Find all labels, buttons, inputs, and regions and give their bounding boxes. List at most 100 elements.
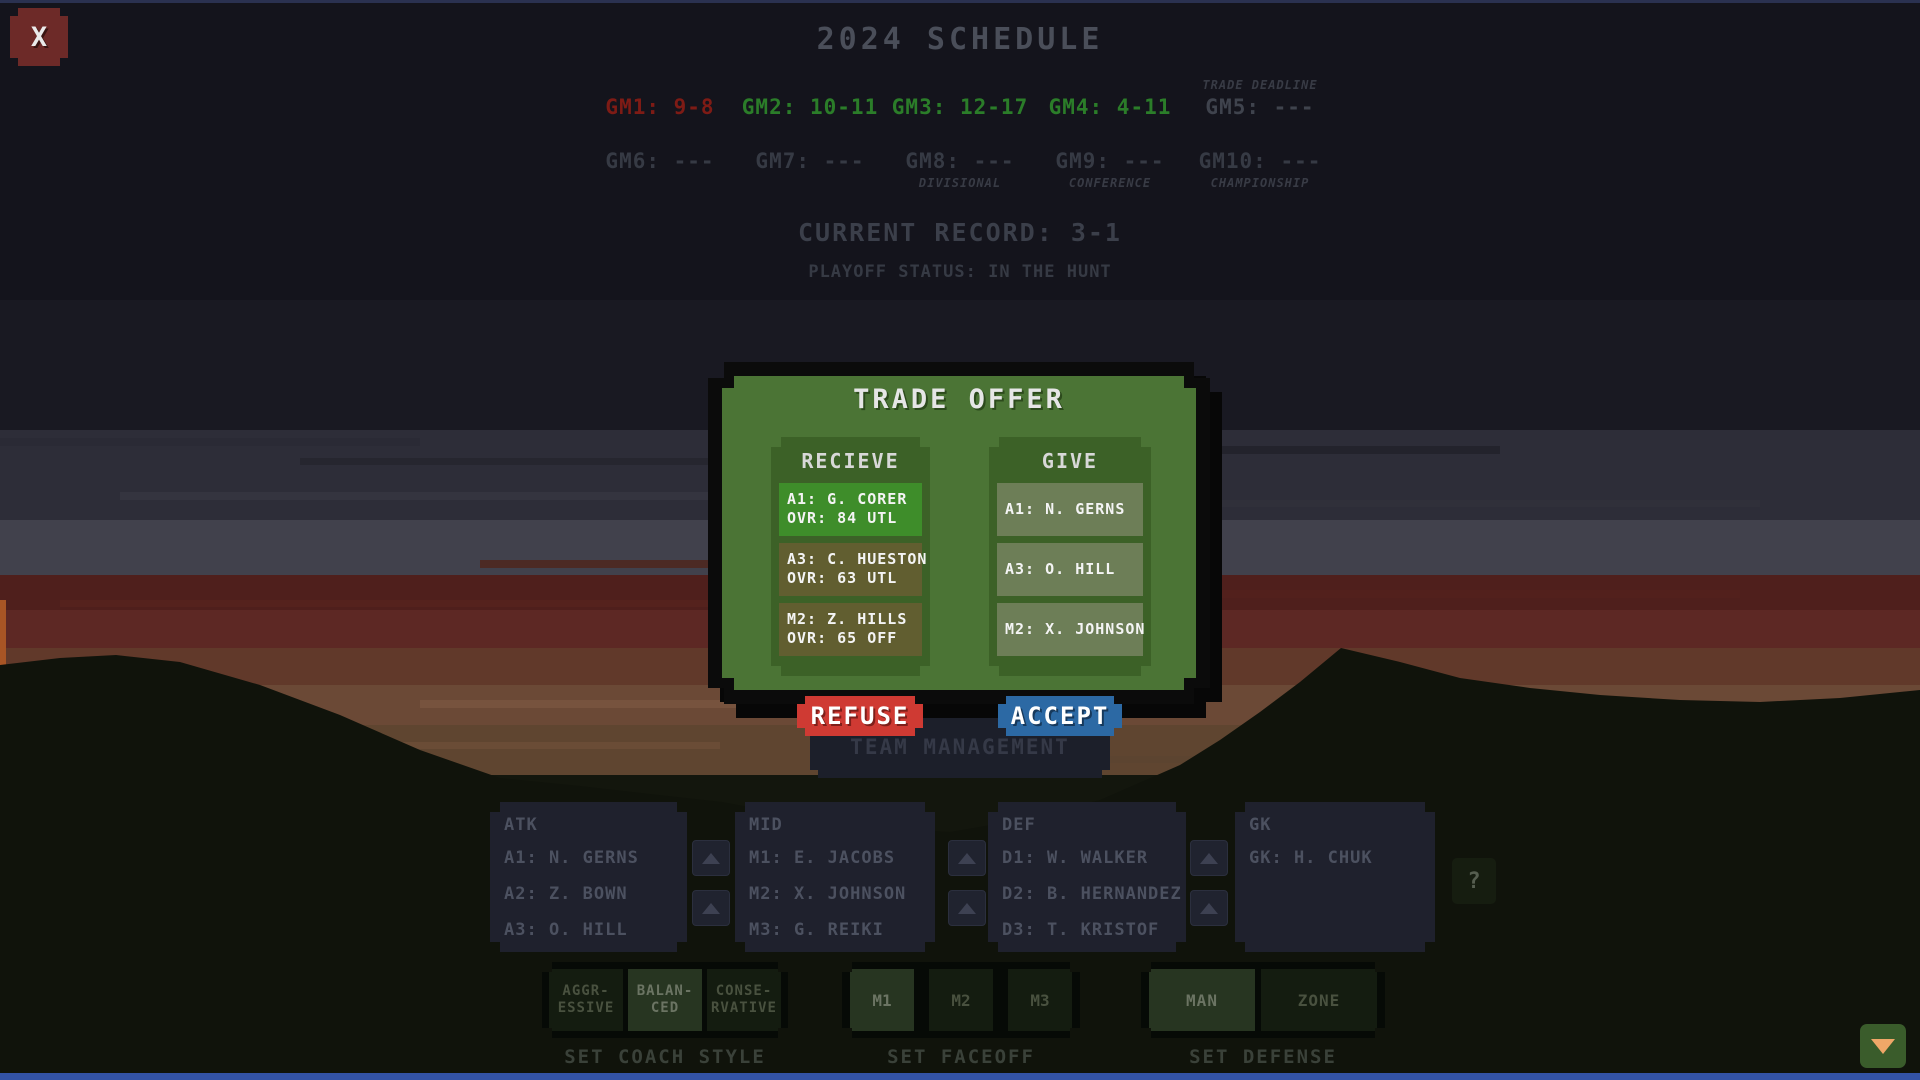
give-player-card: A1: N. GERNS	[997, 483, 1143, 536]
up-arrow-icon	[1200, 902, 1218, 914]
roster-player: M2: X. JOHNSON	[749, 884, 907, 904]
roster-panel-gk: GK GK: H. CHUK	[1235, 802, 1435, 952]
modal-title: TRADE OFFER	[853, 384, 1065, 415]
roster-player: M1: E. JACOBS	[749, 848, 896, 868]
receive-player-card: A3: C. HUESTON OVR: 63 UTL	[779, 543, 922, 596]
faceoff-option-m1[interactable]: M1	[850, 969, 914, 1031]
set-faceoff-label: SET FACEOFF	[887, 1046, 1035, 1068]
cloud-streak	[120, 492, 880, 500]
receive-column: RECIEVE A1: G. CORER OVR: 84 UTL A3: C. …	[771, 437, 930, 676]
roster-panel-atk: ATK A1: N. GERNS A2: Z. BOWN A3: O. HILL	[490, 802, 687, 952]
cloud-streak	[0, 438, 420, 446]
swap-up-button[interactable]	[948, 840, 986, 876]
accept-button[interactable]: ACCEPT	[998, 696, 1122, 736]
refuse-button[interactable]: REFUSE	[797, 696, 923, 736]
game-note	[585, 76, 735, 94]
roster-panel-mid: MID M1: E. JACOBS M2: X. JOHNSON M3: G. …	[735, 802, 935, 952]
receive-player-card: A1: G. CORER OVR: 84 UTL	[779, 483, 922, 536]
down-arrow-icon	[1871, 1038, 1895, 1054]
set-defense-label: SET DEFENSE	[1189, 1046, 1337, 1068]
player-name: M2: X. JOHNSON	[1005, 620, 1146, 638]
coach-style-group: AGGR- ESSIVE BALAN- CED CONSE- RVATIVE	[542, 962, 788, 1038]
faceoff-option-m2[interactable]: M2	[929, 969, 993, 1031]
divisional-note: DIVISIONAL	[918, 176, 1002, 190]
swap-up-button[interactable]	[692, 890, 730, 926]
game-note	[585, 174, 735, 192]
give-column: GIVE A1: N. GERNS A3: O. HILL M2: X. JOH…	[989, 437, 1151, 676]
player-rating: OVR: 65 OFF	[787, 629, 898, 647]
game-result-gm8: GM8: --- DIVISIONAL	[885, 148, 1035, 192]
game-result-gm9: GM9: --- CONFERENCE	[1035, 148, 1185, 192]
game-note	[885, 76, 1035, 94]
cloud-streak	[980, 446, 1500, 454]
schedule-row-1: GM1: 9-8 GM2: 10-11 GM3: 12-17 GM4: 4-11…	[585, 76, 1335, 120]
sunset-glow	[0, 600, 6, 690]
faceoff-option-m3[interactable]: M3	[1008, 969, 1072, 1031]
game-result-gm3: GM3: 12-17	[885, 76, 1035, 120]
swap-up-button[interactable]	[1190, 890, 1228, 926]
trade-offer-modal: TRADE OFFER RECIEVE A1: G. CORER OVR: 84…	[708, 362, 1220, 742]
roster-header: ATK	[504, 815, 538, 835]
game-result-label: GM9: ---	[1055, 149, 1165, 173]
roster-header: GK	[1249, 815, 1272, 835]
game-result-label: GM5: ---	[1205, 95, 1315, 119]
schedule-title: 2024 SCHEDULE	[816, 22, 1104, 57]
player-name: M2: Z. HILLS	[787, 610, 908, 628]
swap-up-button[interactable]	[1190, 840, 1228, 876]
player-name: A1: G. CORER	[787, 490, 908, 508]
help-button[interactable]: ?	[1452, 858, 1496, 904]
roster-player: M3: G. REIKI	[749, 920, 884, 940]
game-note	[1035, 76, 1185, 94]
playoff-status: PLAYOFF STATUS: IN THE HUNT	[808, 262, 1112, 282]
trade-deadline-note: TRADE DEADLINE	[1202, 78, 1318, 92]
receive-player-card: M2: Z. HILLS OVR: 65 OFF	[779, 603, 922, 656]
cloud-streak	[1120, 500, 1760, 507]
close-button[interactable]: X	[10, 8, 68, 66]
coach-option-conservative[interactable]: CONSE- RVATIVE	[707, 969, 781, 1031]
swap-up-button[interactable]	[948, 890, 986, 926]
player-rating: OVR: 84 UTL	[787, 509, 898, 527]
schedule-row-2: GM6: --- GM7: --- GM8: --- DIVISIONAL GM…	[585, 148, 1335, 192]
game-note	[735, 76, 885, 94]
roster-header: MID	[749, 815, 783, 835]
coach-option-balanced[interactable]: BALAN- CED	[628, 969, 702, 1031]
cloud-streak	[1040, 590, 1740, 598]
game-result-label: GM4: 4-11	[1048, 95, 1172, 119]
game-result-label: GM3: 12-17	[891, 95, 1029, 119]
game-result-label: GM6: ---	[605, 149, 715, 173]
up-arrow-icon	[702, 902, 720, 914]
roster-player: A1: N. GERNS	[504, 848, 639, 868]
faceoff-group: M1 M2 M3	[842, 962, 1080, 1038]
coach-option-aggressive[interactable]: AGGR- ESSIVE	[549, 969, 623, 1031]
set-coach-style-label: SET COACH STYLE	[564, 1046, 766, 1068]
swap-up-button[interactable]	[692, 840, 730, 876]
game-result-gm2: GM2: 10-11	[735, 76, 885, 120]
game-result-label: GM10: ---	[1198, 149, 1322, 173]
defense-option-man[interactable]: MAN	[1149, 969, 1255, 1031]
game-result-gm5: TRADE DEADLINE GM5: ---	[1185, 76, 1335, 120]
current-record: CURRENT RECORD: 3-1	[798, 218, 1122, 247]
roster-player: D3: T. KRISTOF	[1002, 920, 1160, 940]
championship-note: CHAMPIONSHIP	[1210, 176, 1310, 190]
roster-header: DEF	[1002, 815, 1036, 835]
defense-group: MAN ZONE	[1141, 962, 1385, 1038]
roster-player: A3: O. HILL	[504, 920, 628, 940]
conference-note: CONFERENCE	[1068, 176, 1152, 190]
game-result-gm1: GM1: 9-8	[585, 76, 735, 120]
roster-player: A2: Z. BOWN	[504, 884, 628, 904]
game-result-gm6: GM6: ---	[585, 148, 735, 192]
give-player-card: M2: X. JOHNSON	[997, 603, 1143, 656]
defense-option-zone[interactable]: ZONE	[1261, 969, 1377, 1031]
player-rating: OVR: 63 UTL	[787, 569, 898, 587]
top-edge	[0, 0, 1920, 3]
roster-panel-def: DEF D1: W. WALKER D2: B. HERNANDEZ D3: T…	[988, 802, 1186, 952]
give-player-card: A3: O. HILL	[997, 543, 1143, 596]
up-arrow-icon	[1200, 852, 1218, 864]
give-header: GIVE	[1041, 449, 1099, 473]
game-note	[735, 174, 885, 192]
game-result-gm10: GM10: --- CHAMPIONSHIP	[1185, 148, 1335, 192]
scroll-down-button[interactable]	[1860, 1024, 1906, 1068]
player-name: A3: C. HUESTON	[787, 550, 928, 568]
bottom-edge	[0, 1073, 1920, 1080]
roster-player: GK: H. CHUK	[1249, 848, 1373, 868]
